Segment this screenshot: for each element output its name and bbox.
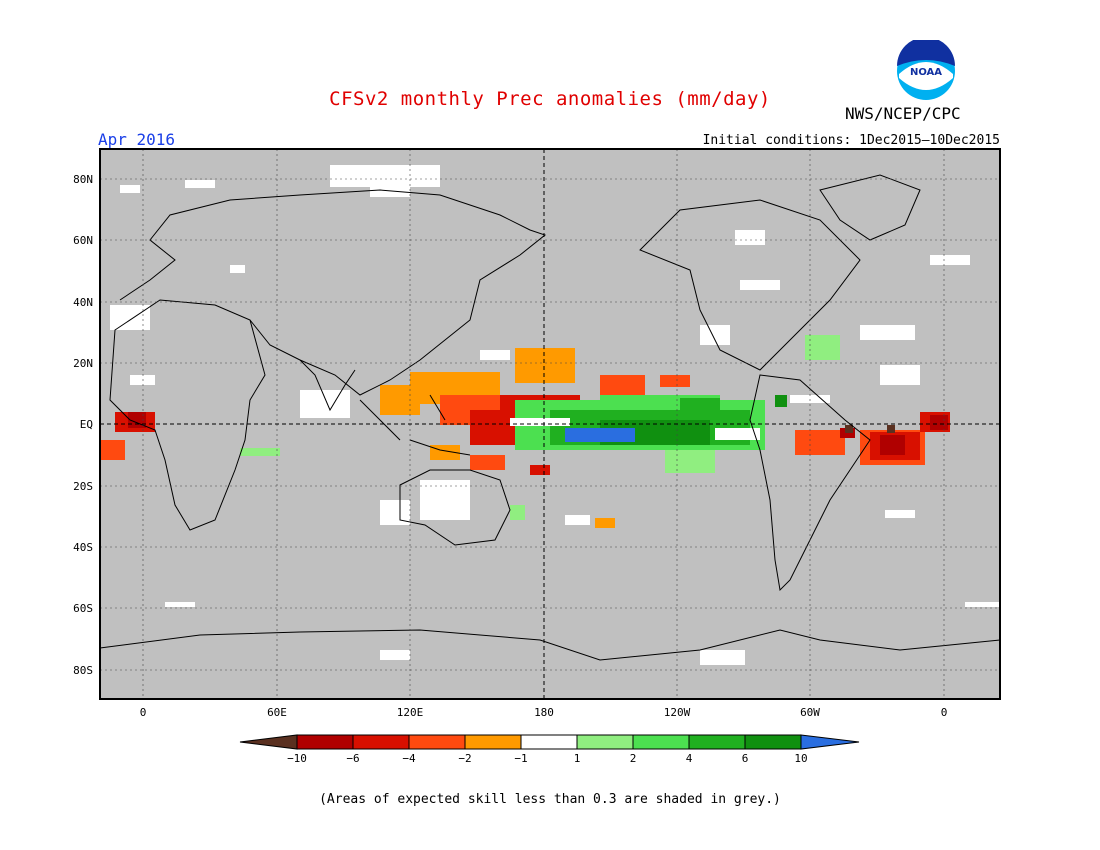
coastlines	[99, 174, 1001, 661]
colorbar-label: 10	[794, 752, 807, 765]
colorbar-swatch	[744, 734, 802, 750]
agency-label: NWS/NCEP/CPC	[845, 104, 961, 123]
lon-tick: 180	[534, 706, 554, 719]
colorbar-min-arrow	[239, 734, 298, 750]
lat-tick: EQ	[80, 418, 93, 431]
lon-tick: 60W	[800, 706, 820, 719]
lat-tick: 40N	[73, 296, 93, 309]
lon-tick: 0	[941, 706, 948, 719]
map-frame	[99, 148, 1001, 700]
colorbar-swatch	[688, 734, 746, 750]
colorbar-label: 2	[630, 752, 637, 765]
colorbar-swatch	[632, 734, 690, 750]
noaa-logo: NOAA	[897, 40, 955, 100]
lat-tick: 60S	[73, 602, 93, 615]
footnote: (Areas of expected skill less than 0.3 a…	[319, 792, 781, 807]
colorbar-label: −1	[514, 752, 527, 765]
colorbar-label: −2	[458, 752, 471, 765]
colorbar-label: −6	[346, 752, 359, 765]
lat-tick: 60N	[73, 234, 93, 247]
colorbar-swatch	[576, 734, 634, 750]
lon-axis: 0 60E 120E 180 120W 60W 0	[140, 706, 948, 719]
colorbar-swatch	[464, 734, 522, 750]
colorbar-label: 6	[742, 752, 749, 765]
lon-tick: 120W	[664, 706, 691, 719]
colorbar-swatch	[520, 734, 578, 750]
lat-tick: 20N	[73, 357, 93, 370]
lat-tick: 80N	[73, 173, 93, 186]
valid-month: Apr 2016	[98, 130, 176, 149]
colorbar-max-arrow	[800, 734, 860, 750]
colorbar-label: 1	[574, 752, 581, 765]
initial-conditions: Initial conditions: 1Dec2015—10Dec2015	[702, 133, 1000, 148]
lon-tick: 60E	[267, 706, 287, 719]
colorbar-swatch	[408, 734, 466, 750]
lat-axis: 80N 60N 40N 20N EQ 20S 40S 60S 80S	[73, 173, 93, 677]
colorbar-swatch	[296, 734, 354, 750]
lat-tick: 80S	[73, 664, 93, 677]
map-title: CFSv2 monthly Prec anomalies (mm/day)	[329, 88, 771, 110]
noaa-logo-text: NOAA	[910, 67, 942, 78]
lon-tick: 0	[140, 706, 147, 719]
colorbar-label: −4	[402, 752, 416, 765]
lat-tick: 40S	[73, 541, 93, 554]
colorbar-swatch	[352, 734, 410, 750]
colorbar-label: 4	[686, 752, 693, 765]
colorbar-label: −10	[287, 752, 307, 765]
lon-tick: 120E	[397, 706, 424, 719]
colorbar: −10 −6 −4 −2 −1 1 2 4 6 10	[239, 734, 860, 765]
lat-tick: 20S	[73, 480, 93, 493]
